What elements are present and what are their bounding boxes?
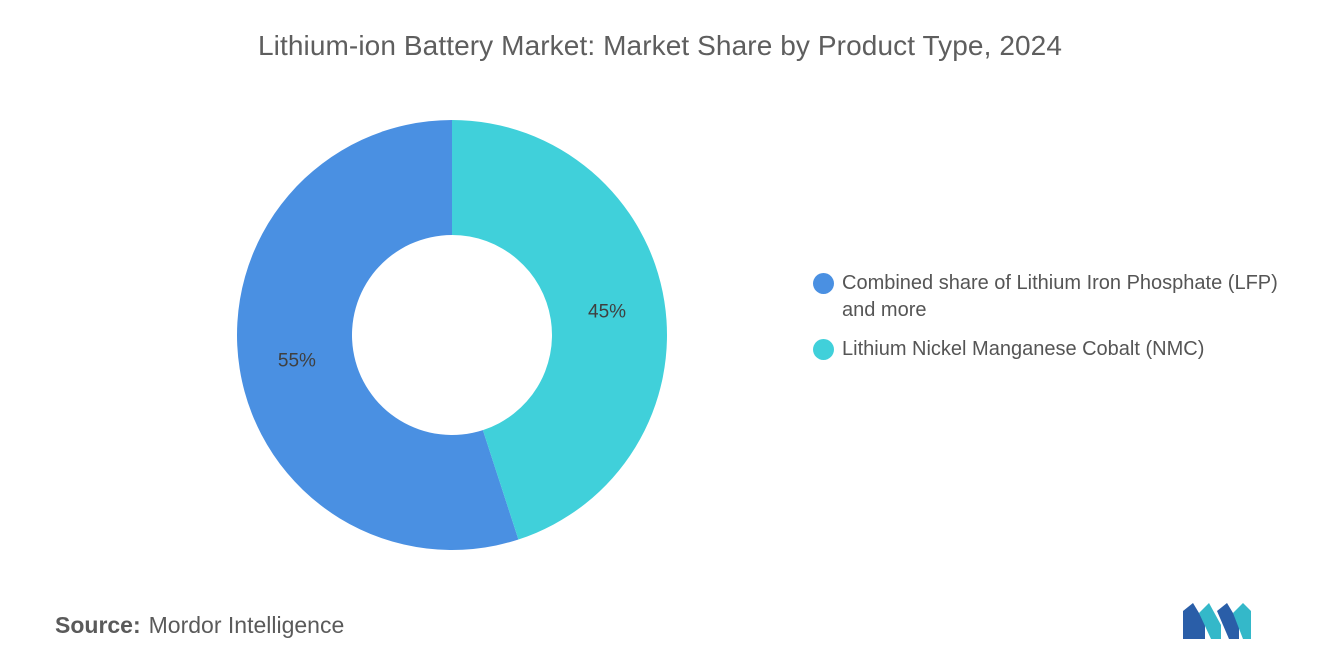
source-label: Source:: [55, 612, 141, 638]
slice-label-lfp: 55%: [278, 351, 316, 372]
legend-swatch-lfp: [813, 273, 834, 294]
chart-legend: Combined share of Lithium Iron Phosphate…: [813, 270, 1293, 375]
legend-item-nmc: Lithium Nickel Manganese Cobalt (NMC): [813, 336, 1293, 363]
legend-label-lfp: Combined share of Lithium Iron Phosphate…: [842, 270, 1282, 324]
source-text: Mordor Intelligence: [149, 612, 345, 638]
slice-label-nmc: 45%: [588, 301, 626, 322]
legend-item-lfp: Combined share of Lithium Iron Phosphate…: [813, 270, 1293, 324]
source-note: Source: Mordor Intelligence: [55, 612, 344, 639]
legend-swatch-nmc: [813, 339, 834, 360]
legend-label-nmc: Lithium Nickel Manganese Cobalt (NMC): [842, 336, 1282, 363]
mordor-intelligence-logo-icon: [1183, 603, 1251, 639]
